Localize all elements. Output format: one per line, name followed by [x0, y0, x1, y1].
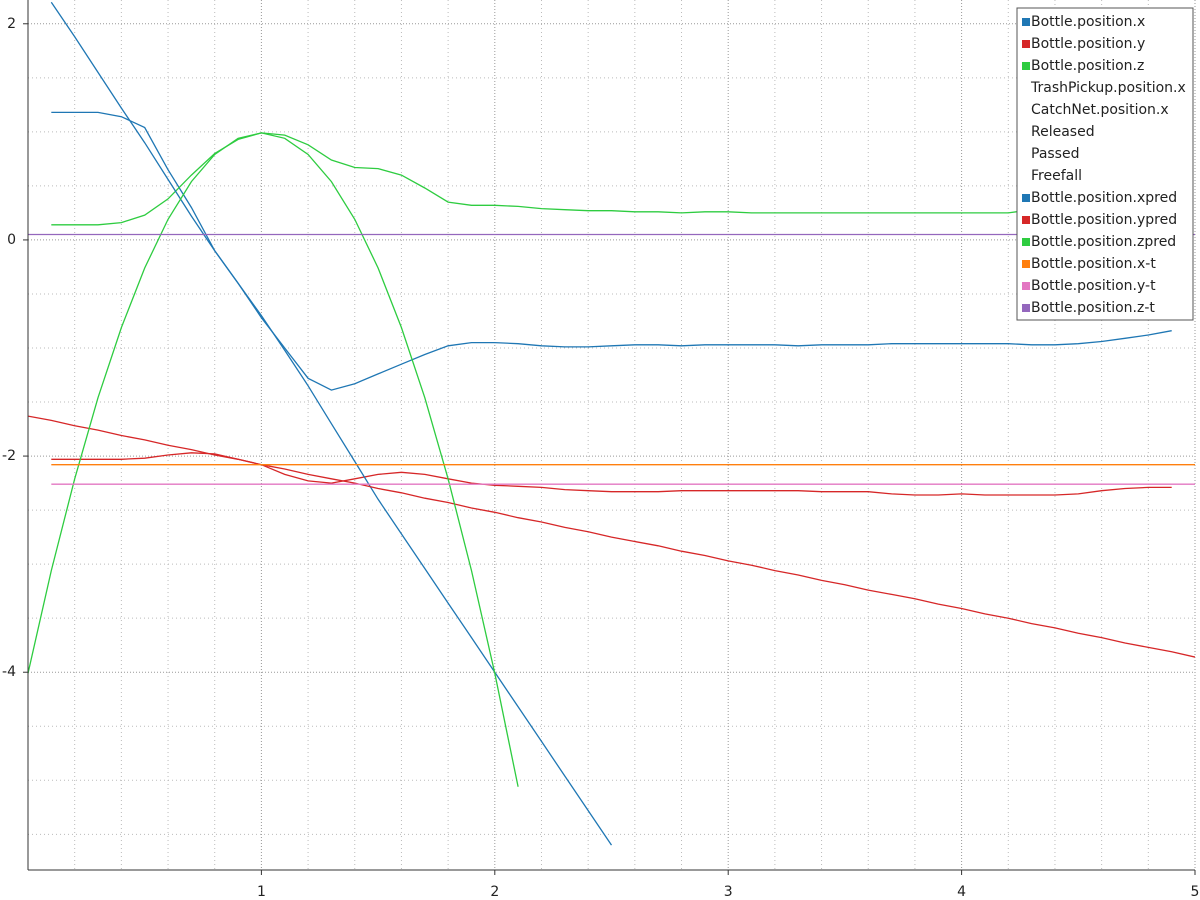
legend-swatch: [1022, 62, 1030, 70]
legend-label: Bottle.position.zpred: [1031, 234, 1176, 250]
legend-label: Bottle.position.x: [1031, 14, 1145, 30]
legend-swatch: [1022, 304, 1030, 312]
legend-label: Bottle.position.z-t: [1031, 300, 1155, 316]
series-line: [51, 132, 1172, 226]
legend-label: Bottle.position.x-t: [1031, 256, 1156, 272]
legend-swatch: [1022, 238, 1030, 246]
legend-label: Bottle.position.xpred: [1031, 190, 1177, 206]
legend-label: TrashPickup.position.x: [1030, 80, 1186, 96]
legend-label: Bottle.position.y-t: [1031, 278, 1156, 294]
series-line: [50, 1, 613, 846]
legend-swatch: [1022, 282, 1030, 290]
legend-label: Passed: [1031, 146, 1079, 162]
legend-label: Released: [1031, 124, 1095, 140]
x-tick-label: 4: [957, 884, 966, 900]
legend-box: [1016, 7, 1194, 321]
series-line: [28, 415, 1195, 658]
legend-swatch: [1022, 260, 1030, 268]
legend-swatch: [1022, 40, 1030, 48]
legend-label: CatchNet.position.x: [1031, 102, 1169, 118]
legend-swatch: [1022, 18, 1030, 26]
x-tick-label: 5: [1191, 884, 1200, 900]
y-tick-label: -2: [2, 448, 16, 464]
x-tick-label: 2: [490, 884, 499, 900]
x-tick-label: 1: [257, 884, 266, 900]
legend: Bottle.position.x Bottle.position.y Bottle…: [1016, 7, 1194, 321]
y-tick-label: -4: [2, 664, 16, 680]
y-tick-label: 0: [7, 232, 16, 248]
legend-swatch: [1022, 194, 1030, 202]
legend-label: Bottle.position.y: [1031, 36, 1145, 52]
plot-area: [28, 1, 1195, 846]
legend-label: Bottle.position.ypred: [1031, 212, 1177, 228]
legend-label: Freefall: [1031, 168, 1082, 184]
series-line: [28, 132, 519, 787]
tick-labels: 1 2 3 4 5 -4 -2 0 2: [2, 16, 1199, 900]
y-tick-label: 2: [7, 16, 16, 32]
x-tick-label: 3: [724, 884, 733, 900]
grid: [28, 0, 1196, 870]
legend-label: Bottle.position.z: [1031, 58, 1144, 74]
legend-swatch: [1022, 216, 1030, 224]
